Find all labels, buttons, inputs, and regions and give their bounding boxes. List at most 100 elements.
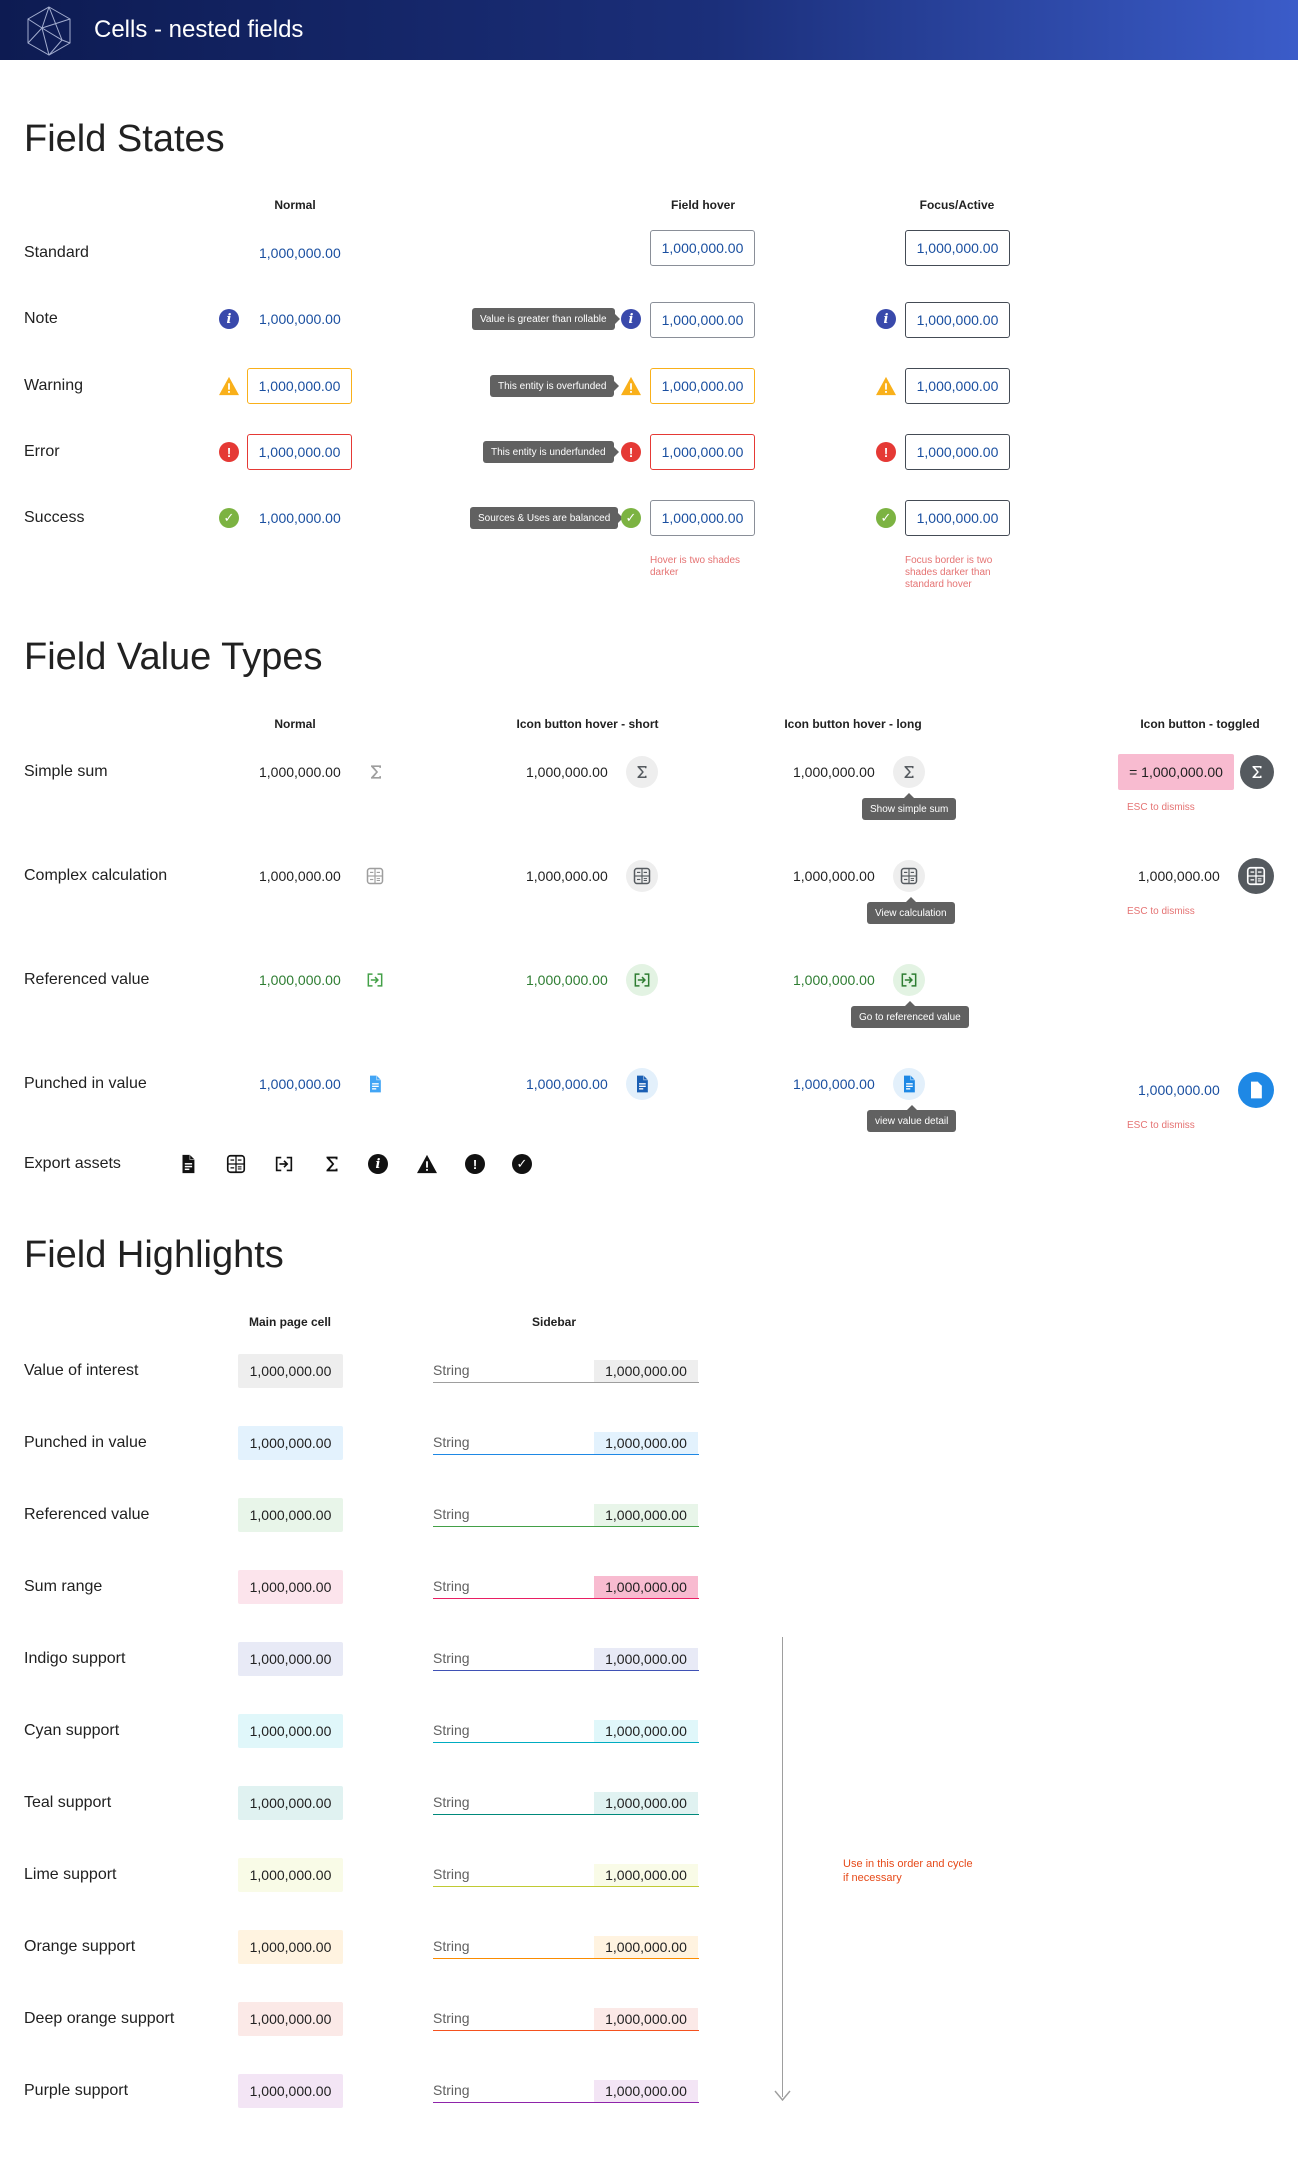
calculator-icon-button[interactable] xyxy=(626,860,658,892)
info-icon[interactable]: i xyxy=(368,1154,388,1174)
note-normal-value[interactable]: 1,000,000.00 xyxy=(259,311,341,327)
reference-icon-button[interactable] xyxy=(893,964,925,996)
referenced-value[interactable]: 1,000,000.00 xyxy=(259,972,341,988)
sidebar-value[interactable]: 1,000,000.00 xyxy=(594,2080,698,2102)
reference-icon[interactable] xyxy=(364,970,386,990)
success-tooltip: Sources & Uses are balanced xyxy=(470,507,624,529)
sigma-icon-button[interactable] xyxy=(626,756,658,788)
sidebar-underline xyxy=(433,1382,699,1383)
warning-hover-field[interactable]: 1,000,000.00 xyxy=(650,368,755,404)
punched-value-tooltip: view value detail xyxy=(867,1105,957,1132)
error-hover-field[interactable]: 1,000,000.00 xyxy=(650,434,755,470)
error-icon[interactable]: ! xyxy=(465,1154,485,1174)
error-icon: ! xyxy=(219,442,239,462)
punched-value[interactable]: 1,000,000.00 xyxy=(526,1076,608,1092)
punched-value[interactable]: 1,000,000.00 xyxy=(793,1076,875,1092)
warning-normal-field[interactable]: 1,000,000.00 xyxy=(247,368,352,404)
main-cell-chip[interactable]: 1,000,000.00 xyxy=(238,1426,343,1460)
main-cell-chip[interactable]: 1,000,000.00 xyxy=(238,1786,343,1820)
sigma-icon-button[interactable] xyxy=(1240,755,1274,789)
complex-calc-value[interactable]: 1,000,000.00 xyxy=(793,868,875,884)
sidebar-value[interactable]: 1,000,000.00 xyxy=(594,2008,698,2030)
sidebar-value[interactable]: 1,000,000.00 xyxy=(594,1864,698,1886)
sidebar-underline xyxy=(433,1958,699,1959)
document-icon xyxy=(899,1074,919,1094)
calculator-icon[interactable] xyxy=(225,1153,247,1175)
warning-icon[interactable] xyxy=(620,376,642,396)
row-label-note: Note xyxy=(24,310,58,327)
referenced-value[interactable]: 1,000,000.00 xyxy=(793,972,875,988)
sidebar-value[interactable]: 1,000,000.00 xyxy=(594,1648,698,1670)
logo-icon xyxy=(27,6,71,56)
error-normal-field[interactable]: 1,000,000.00 xyxy=(247,434,352,470)
document-icon[interactable] xyxy=(177,1153,199,1175)
main-cell-chip[interactable]: 1,000,000.00 xyxy=(238,1354,343,1388)
punched-value[interactable]: 1,000,000.00 xyxy=(259,1076,341,1092)
sidebar-value[interactable]: 1,000,000.00 xyxy=(594,1936,698,1958)
highlight-row-label: Referenced value xyxy=(24,1506,150,1523)
reference-icon-button[interactable] xyxy=(626,964,658,996)
sigma-icon-button[interactable] xyxy=(893,756,925,788)
main-cell-chip[interactable]: 1,000,000.00 xyxy=(238,1570,343,1604)
calculator-icon-button[interactable] xyxy=(1238,858,1274,894)
document-icon[interactable] xyxy=(365,1074,385,1094)
main-cell-chip[interactable]: 1,000,000.00 xyxy=(238,1930,343,1964)
document-icon-button[interactable] xyxy=(626,1068,658,1100)
arrow-down-icon xyxy=(774,2090,791,2102)
row-label-success: Success xyxy=(24,509,85,526)
note-focus-field[interactable]: 1,000,000.00 xyxy=(905,302,1010,338)
check-icon: ✓ xyxy=(876,508,896,528)
main-cell-chip[interactable]: 1,000,000.00 xyxy=(238,1714,343,1748)
complex-calc-value[interactable]: 1,000,000.00 xyxy=(259,868,341,884)
hover-note: Hover is two shades darker xyxy=(650,555,741,578)
info-icon[interactable]: i xyxy=(621,309,641,329)
main-cell-chip[interactable]: 1,000,000.00 xyxy=(238,1858,343,1892)
col-focus-active: Focus/Active xyxy=(919,198,995,212)
sidebar-string-label: String xyxy=(433,1938,470,1954)
highlight-row-label: Deep orange support xyxy=(24,2010,175,2027)
main-cell-chip[interactable]: 1,000,000.00 xyxy=(238,2002,343,2036)
standard-hover-field[interactable]: 1,000,000.00 xyxy=(650,230,755,266)
error-tooltip: This entity is underfunded xyxy=(483,441,619,463)
main-cell-chip[interactable]: 1,000,000.00 xyxy=(238,1498,343,1532)
sidebar-value[interactable]: 1,000,000.00 xyxy=(594,1720,698,1742)
sidebar-value[interactable]: 1,000,000.00 xyxy=(594,1792,698,1814)
success-focus-field[interactable]: 1,000,000.00 xyxy=(905,500,1010,536)
success-normal-value[interactable]: 1,000,000.00 xyxy=(259,510,341,526)
sidebar-value[interactable]: 1,000,000.00 xyxy=(594,1576,698,1598)
simple-sum-value[interactable]: 1,000,000.00 xyxy=(793,764,875,780)
main-cell-chip[interactable]: 1,000,000.00 xyxy=(238,2074,343,2108)
punched-toggled-value[interactable]: 1,000,000.00 xyxy=(1138,1082,1220,1098)
referenced-value[interactable]: 1,000,000.00 xyxy=(526,972,608,988)
info-icon: i xyxy=(219,309,239,329)
field-states-title: Field States xyxy=(24,118,225,160)
success-hover-field[interactable]: 1,000,000.00 xyxy=(650,500,755,536)
sigma-icon[interactable] xyxy=(321,1153,343,1175)
check-icon[interactable]: ✓ xyxy=(621,508,641,528)
simple-sum-value[interactable]: 1,000,000.00 xyxy=(259,764,341,780)
sidebar-value[interactable]: 1,000,000.00 xyxy=(594,1432,698,1454)
app-title: Cells - nested fields xyxy=(94,16,304,43)
reference-icon[interactable] xyxy=(272,1153,296,1175)
error-icon[interactable]: ! xyxy=(621,442,641,462)
document-icon-button[interactable] xyxy=(893,1068,925,1100)
sigma-icon[interactable] xyxy=(366,762,386,782)
sidebar-value[interactable]: 1,000,000.00 xyxy=(594,1360,698,1382)
simple-sum-value[interactable]: 1,000,000.00 xyxy=(526,764,608,780)
standard-normal-value[interactable]: 1,000,000.00 xyxy=(259,245,341,261)
sidebar-underline xyxy=(433,1814,699,1815)
complex-calc-toggled-value[interactable]: 1,000,000.00 xyxy=(1138,868,1220,884)
standard-focus-field[interactable]: 1,000,000.00 xyxy=(905,230,1010,266)
complex-calc-value[interactable]: 1,000,000.00 xyxy=(526,868,608,884)
error-focus-field[interactable]: 1,000,000.00 xyxy=(905,434,1010,470)
sidebar-value[interactable]: 1,000,000.00 xyxy=(594,1504,698,1526)
calculator-icon-button[interactable] xyxy=(893,860,925,892)
note-hover-field[interactable]: 1,000,000.00 xyxy=(650,302,755,338)
warning-focus-field[interactable]: 1,000,000.00 xyxy=(905,368,1010,404)
check-icon[interactable]: ✓ xyxy=(512,1154,532,1174)
main-cell-chip[interactable]: 1,000,000.00 xyxy=(238,1642,343,1676)
warning-icon[interactable] xyxy=(416,1154,438,1174)
calculator-icon[interactable] xyxy=(365,866,385,886)
sum-range-toggled-value[interactable]: = 1,000,000.00 xyxy=(1118,754,1234,790)
document-icon-button[interactable] xyxy=(1238,1072,1274,1108)
